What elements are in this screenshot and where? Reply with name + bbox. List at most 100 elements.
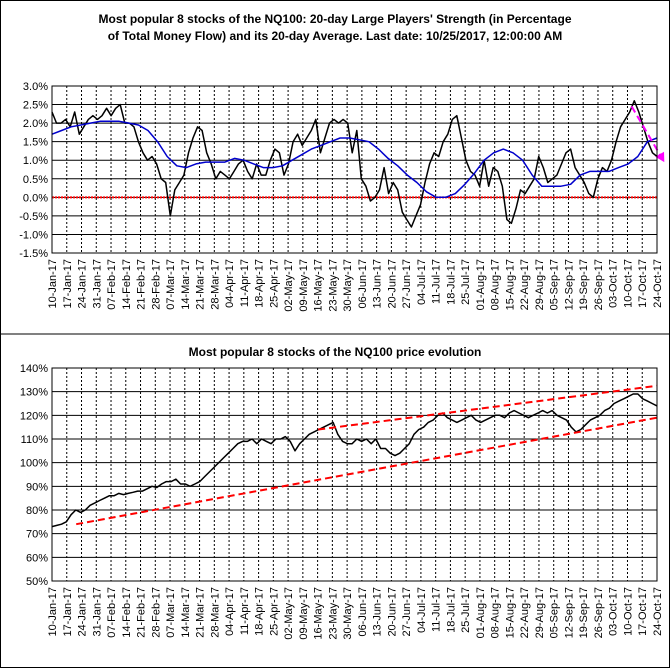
price-x-tick-label: 24-Oct-17 bbox=[652, 587, 664, 636]
strength-y-tick-label: 3.0% bbox=[23, 81, 48, 93]
price-x-tick-label: 18-Apr-17 bbox=[254, 587, 266, 636]
strength-x-tick-label: 11-Jul-17 bbox=[431, 259, 443, 304]
strength-x-tick-label: 17-Oct-17 bbox=[637, 259, 649, 308]
strength-x-tick-label: 03-Oct-17 bbox=[608, 259, 620, 308]
price-x-tick-label: 07-Mar-17 bbox=[165, 587, 177, 638]
price-plot-border bbox=[51, 367, 658, 582]
strength-x-tick-label: 10-Oct-17 bbox=[622, 259, 634, 308]
price-x-tick-label: 07-Feb-17 bbox=[106, 587, 118, 638]
strength-x-tick-label: 15-Aug-17 bbox=[504, 259, 516, 310]
price-x-tick-label: 10-Oct-17 bbox=[622, 587, 634, 636]
price-x-tick-label: 27-Jun-17 bbox=[401, 587, 413, 637]
price-x-tick-label: 16-May-17 bbox=[313, 587, 325, 640]
strength-x-tick-label: 11-Apr-17 bbox=[239, 259, 251, 307]
price-x-tick-label: 04-Jul-17 bbox=[416, 587, 428, 633]
strength-x-tick-label: 21-Mar-17 bbox=[195, 259, 207, 310]
strength-x-tick-label: 28-Mar-17 bbox=[209, 259, 221, 310]
price-x-tick-label: 17-Oct-17 bbox=[637, 587, 649, 636]
price-x-tick-label: 05-Sep-17 bbox=[549, 587, 561, 638]
price-x-tick-label: 13-Jun-17 bbox=[372, 587, 384, 637]
price-x-tick-label: 26-Sep-17 bbox=[593, 587, 605, 638]
strength-y-tick-label: 1.0% bbox=[23, 155, 48, 167]
strength-x-tick-label: 09-May-17 bbox=[298, 259, 310, 312]
price-x-tick-label: 30-May-17 bbox=[342, 587, 354, 640]
strength-line bbox=[51, 100, 658, 228]
price-y-tick-label: 70% bbox=[26, 529, 48, 541]
price-x-tick-label: 06-Jun-17 bbox=[357, 587, 369, 637]
price-y-tick-label: 80% bbox=[26, 505, 48, 517]
price-y-tick-label: 110% bbox=[21, 434, 49, 446]
strength-y-tick-label: 0.5% bbox=[23, 174, 48, 186]
strength-y-tick-label: -1.5% bbox=[19, 248, 48, 260]
price-x-tick-label: 12-Sep-17 bbox=[563, 587, 575, 638]
strength-x-tick-label: 07-Feb-17 bbox=[106, 259, 118, 310]
strength-x-tick-label: 25-Jul-17 bbox=[460, 259, 472, 305]
price-y-tick-label: 130% bbox=[20, 387, 48, 399]
price-x-tick-label: 21-Feb-17 bbox=[136, 587, 148, 638]
strength-plot-area bbox=[52, 86, 657, 253]
price-x-tick-label: 15-Aug-17 bbox=[504, 587, 516, 638]
price-y-tick-label: 90% bbox=[26, 481, 48, 493]
price-x-tick-label: 17-Jan-17 bbox=[62, 587, 74, 637]
price-x-tick-label: 22-Aug-17 bbox=[519, 587, 531, 638]
strength-x-tick-label: 22-Aug-17 bbox=[519, 259, 531, 310]
price-x-tick-label: 25-Jul-17 bbox=[460, 587, 472, 633]
strength-average-line bbox=[51, 120, 658, 199]
price-y-tick-label: 100% bbox=[20, 458, 48, 470]
strength-x-tick-label: 24-Oct-17 bbox=[652, 259, 664, 308]
strength-x-tick-label: 19-Sep-17 bbox=[578, 259, 590, 310]
strength-x-tick-label: 04-Jul-17 bbox=[416, 259, 428, 305]
strength-x-tick-label: 05-Sep-17 bbox=[549, 259, 561, 310]
strength-trend-arrowhead bbox=[655, 151, 665, 163]
strength-x-tick-label: 17-Jan-17 bbox=[62, 259, 74, 309]
price-x-tick-label: 25-Apr-17 bbox=[268, 587, 280, 636]
price-upper-trendline bbox=[318, 384, 658, 431]
price-plot-area bbox=[52, 368, 657, 581]
price-y-tick-label: 120% bbox=[20, 410, 48, 422]
price-x-tick-label: 10-Jan-17 bbox=[47, 587, 59, 637]
strength-x-tick-label: 20-Jun-17 bbox=[386, 259, 398, 309]
strength-x-tick-label: 18-Apr-17 bbox=[254, 259, 266, 308]
price-y-tick-label: 60% bbox=[26, 552, 48, 564]
bottom-chart-title: Most popular 8 stocks of the NQ100 price… bbox=[189, 345, 482, 359]
price-y-tick-label: 140% bbox=[20, 363, 48, 375]
strength-x-tick-label: 26-Sep-17 bbox=[593, 259, 605, 310]
top-chart-title-line1: Most popular 8 stocks of the NQ100: 20-d… bbox=[99, 12, 572, 26]
price-x-tick-label: 08-Aug-17 bbox=[490, 587, 502, 638]
price-line bbox=[51, 393, 658, 528]
strength-x-tick-label: 29-Aug-17 bbox=[534, 259, 546, 310]
strength-y-tick-label: -0.5% bbox=[19, 211, 48, 223]
price-y-tick-label: 50% bbox=[26, 576, 48, 588]
strength-x-tick-label: 25-Apr-17 bbox=[268, 259, 280, 308]
strength-x-tick-label: 13-Jun-17 bbox=[372, 259, 384, 309]
strength-y-tick-label: 0.0% bbox=[23, 192, 48, 204]
strength-x-tick-label: 30-May-17 bbox=[342, 259, 354, 312]
price-x-tick-label: 09-May-17 bbox=[298, 587, 310, 640]
strength-x-tick-label: 07-Mar-17 bbox=[165, 259, 177, 310]
top-chart-title-line2: of Total Money Flow) and its 20-day Aver… bbox=[108, 29, 563, 43]
price-x-tick-label: 11-Jul-17 bbox=[431, 587, 443, 632]
price-x-tick-label: 19-Sep-17 bbox=[578, 587, 590, 638]
strength-x-tick-label: 18-Jul-17 bbox=[445, 259, 457, 305]
price-x-tick-label: 28-Feb-17 bbox=[150, 587, 162, 638]
price-x-tick-label: 03-Oct-17 bbox=[608, 587, 620, 636]
price-x-tick-label: 31-Jan-17 bbox=[91, 587, 103, 637]
strength-plot-border bbox=[51, 85, 658, 254]
price-x-tick-label: 23-May-17 bbox=[327, 587, 339, 640]
price-x-tick-label: 18-Jul-17 bbox=[445, 587, 457, 633]
strength-x-tick-label: 27-Jun-17 bbox=[401, 259, 413, 309]
strength-x-tick-label: 24-Jan-17 bbox=[77, 259, 89, 309]
strength-x-tick-label: 12-Sep-17 bbox=[563, 259, 575, 310]
strength-x-tick-label: 28-Feb-17 bbox=[150, 259, 162, 310]
price-x-tick-label: 11-Apr-17 bbox=[239, 587, 251, 635]
strength-x-tick-label: 04-Apr-17 bbox=[224, 259, 236, 308]
price-x-tick-label: 14-Feb-17 bbox=[121, 587, 133, 638]
strength-x-tick-label: 23-May-17 bbox=[327, 259, 339, 312]
strength-x-tick-label: 16-May-17 bbox=[313, 259, 325, 312]
strength-x-tick-label: 21-Feb-17 bbox=[136, 259, 148, 310]
strength-x-tick-label: 01-Aug-17 bbox=[475, 259, 487, 310]
strength-y-tick-label: 2.5% bbox=[23, 100, 48, 112]
price-x-tick-label: 14-Mar-17 bbox=[180, 587, 192, 638]
